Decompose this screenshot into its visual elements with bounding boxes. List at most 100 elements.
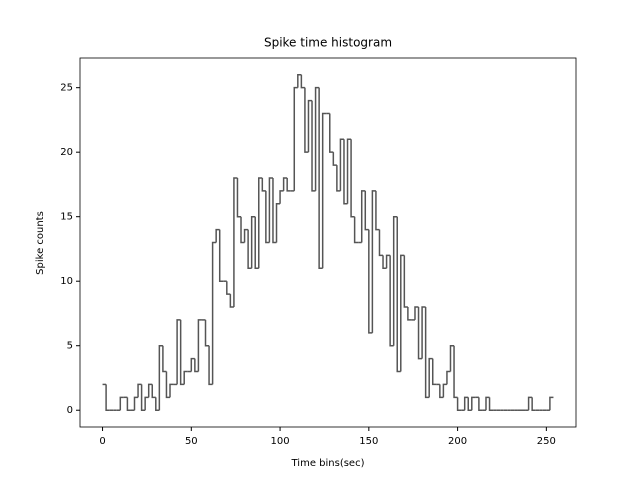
- histogram-step: [304, 87, 309, 153]
- histogram-step: [336, 165, 341, 192]
- histogram-step: [208, 345, 213, 386]
- y-tick-label: 15: [60, 212, 73, 223]
- histogram-step: [155, 397, 160, 411]
- histogram-step: [343, 139, 348, 205]
- histogram-step: [218, 229, 224, 282]
- histogram-step: [250, 215, 256, 269]
- histogram-step: [133, 396, 139, 411]
- histogram-step: [215, 228, 220, 243]
- histogram-step: [140, 384, 146, 411]
- histogram-step: [549, 396, 554, 411]
- histogram-step: [247, 229, 252, 270]
- histogram-step: [165, 371, 171, 399]
- histogram-step: [144, 396, 149, 411]
- histogram-step: [478, 397, 483, 411]
- histogram-step: [169, 383, 174, 398]
- histogram-step: [297, 74, 302, 88]
- histogram-step: [197, 319, 202, 372]
- histogram-step: [364, 190, 369, 231]
- x-tick-label: 100: [271, 436, 290, 447]
- histogram-step: [400, 254, 405, 372]
- histogram-step: [162, 345, 167, 373]
- histogram-step: [456, 397, 462, 411]
- histogram-step: [126, 397, 131, 411]
- x-tick-label: 150: [359, 436, 378, 447]
- histogram-step: [321, 112, 327, 269]
- histogram-step: [151, 384, 156, 399]
- x-tick-label: 250: [537, 436, 556, 447]
- histogram-step: [275, 203, 281, 243]
- histogram-step: [318, 87, 323, 270]
- histogram-step: [439, 384, 444, 399]
- histogram-step: [268, 177, 273, 243]
- histogram-step: [428, 357, 433, 398]
- histogram-step: [446, 370, 451, 385]
- x-tick-label: 50: [185, 436, 198, 447]
- histogram-step: [307, 99, 313, 153]
- histogram-step: [137, 383, 142, 398]
- histogram-step: [485, 396, 490, 411]
- histogram-step: [293, 86, 298, 191]
- histogram-step: [488, 397, 494, 411]
- histogram-step: [378, 229, 384, 257]
- histogram-step: [329, 113, 334, 153]
- histogram-step: [105, 384, 110, 411]
- histogram-step: [314, 86, 320, 191]
- histogram-step: [176, 319, 181, 385]
- histogram-step: [382, 255, 387, 270]
- histogram-step: [332, 152, 337, 166]
- histogram-step: [119, 396, 124, 411]
- histogram-step: [531, 397, 536, 411]
- histogram-step: [375, 190, 380, 231]
- histogram-step: [226, 281, 231, 295]
- histogram-step: [353, 216, 359, 244]
- histogram-step: [360, 190, 366, 243]
- x-axis-label: Time bins(sec): [291, 458, 365, 469]
- histogram-step: [403, 255, 408, 308]
- histogram-step: [229, 294, 234, 308]
- histogram-step: [346, 138, 352, 204]
- histogram-step: [368, 229, 373, 334]
- histogram-step: [350, 139, 355, 218]
- histogram-step: [471, 396, 476, 411]
- histogram-step: [385, 254, 391, 269]
- histogram-step: [527, 396, 533, 411]
- histogram-step: [279, 190, 284, 204]
- histogram-step: [396, 216, 401, 373]
- histogram-step: [442, 383, 447, 398]
- histogram-step: [272, 177, 277, 244]
- histogram-step: [236, 177, 242, 218]
- histogram-step: [211, 241, 217, 385]
- histogram-step: [431, 358, 437, 386]
- histogram-step: [407, 307, 412, 321]
- histogram-step: [449, 344, 455, 372]
- y-tick-label: 10: [60, 276, 73, 287]
- histogram-step: [204, 319, 210, 347]
- histogram-step: [467, 397, 472, 411]
- histogram-step: [371, 190, 376, 333]
- y-tick-label: 20: [60, 147, 73, 158]
- histogram-step: [311, 100, 316, 192]
- y-tick-label: 5: [67, 341, 73, 352]
- histogram-step: [463, 396, 469, 411]
- histogram-step: [243, 228, 249, 243]
- x-tick-label: 0: [99, 436, 105, 447]
- plot-frame: [79, 57, 577, 428]
- histogram-step: [339, 138, 344, 191]
- histogram-step: [453, 345, 458, 399]
- histogram-step: [233, 177, 238, 308]
- histogram-step: [158, 344, 163, 411]
- y-tick-label: 25: [60, 83, 73, 94]
- histogram-step: [183, 370, 188, 385]
- histogram-step: [254, 216, 259, 270]
- histogram-step: [389, 255, 394, 347]
- histogram-step: [179, 319, 185, 386]
- histogram-step: [282, 177, 288, 191]
- histogram-step: [424, 307, 430, 399]
- histogram-step: [414, 306, 419, 320]
- histogram-step: [147, 383, 153, 398]
- histogram-step: [258, 177, 263, 269]
- histogram-step: [190, 357, 195, 372]
